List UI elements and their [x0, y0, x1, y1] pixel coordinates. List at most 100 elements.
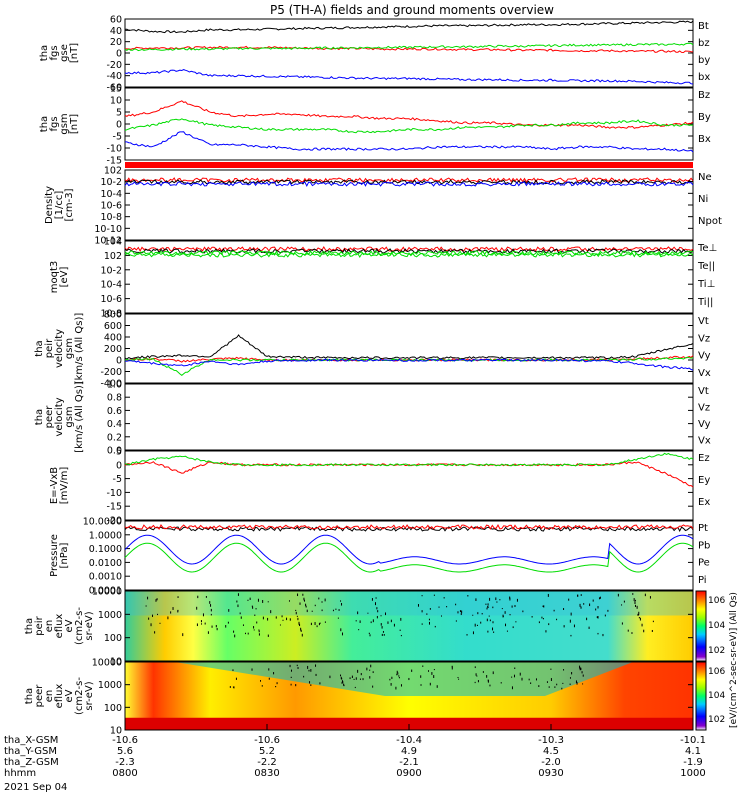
x-row-label: tha_X-GSM — [4, 735, 58, 746]
spectrogram-speck — [341, 680, 343, 683]
spectrogram-speck — [545, 630, 547, 633]
y-tick-label: 100 — [104, 703, 122, 714]
spectrogram-speck — [235, 677, 237, 680]
y-tick-label: 0 — [116, 460, 122, 471]
spectrogram-speck — [579, 665, 581, 669]
y-tick-label: 0.0100 — [89, 558, 122, 569]
spectrogram-speck — [290, 669, 292, 672]
y-axis-label: tha — [24, 618, 35, 634]
spectrogram-speck — [581, 671, 583, 674]
legend-entry: Vt — [698, 316, 709, 327]
series-line-Te⊥ — [124, 246, 694, 252]
legend-entry: Vz — [698, 333, 710, 344]
x-row-value: 4.1 — [685, 746, 701, 757]
spectrogram-speck — [253, 626, 255, 629]
legend-entry: Vz — [698, 403, 710, 414]
y-axis-label: velocity — [54, 397, 65, 436]
spectrogram-speck — [270, 610, 272, 614]
spectrogram-speck — [177, 596, 179, 598]
spectrogram-speck — [298, 621, 300, 625]
spectrogram-speck — [288, 600, 290, 602]
y-axis-label: [nT] — [69, 114, 80, 134]
spectrogram-speck — [371, 598, 373, 601]
spectrogram-speck — [516, 598, 518, 602]
spectrogram-speck — [204, 622, 206, 625]
series-line-Vx — [124, 358, 694, 371]
x-row-value: -10.6 — [254, 735, 280, 746]
spectrogram-speck — [196, 623, 198, 627]
spectrogram-speck — [229, 686, 231, 688]
y-tick-label: -5 — [113, 132, 122, 143]
spectrogram-speck — [573, 624, 575, 628]
y-tick-label: 10-10 — [94, 224, 122, 235]
panel-frame — [124, 450, 694, 521]
x-row-value: -2.0 — [541, 757, 561, 768]
spectrogram-speck — [360, 673, 362, 676]
spectrogram-speck — [511, 676, 513, 678]
spectrogram-speck — [216, 627, 218, 631]
y-tick-label: 104 — [104, 237, 122, 248]
spectrogram-speck — [234, 634, 236, 638]
spectrogram-speck — [428, 618, 430, 621]
spectrogram-speck — [571, 672, 573, 675]
spectrogram-speck — [337, 617, 339, 619]
spectrogram-speck — [495, 597, 497, 601]
legend-entry: Vt — [698, 386, 709, 397]
legend-entry: Ey — [698, 475, 710, 486]
spectrogram-speck — [429, 608, 431, 610]
y-tick-label: -5 — [113, 474, 122, 485]
legend-entry: Pb — [698, 540, 710, 551]
spectrogram-speck — [461, 610, 463, 614]
spectrogram-speck — [496, 601, 498, 603]
spectrogram-speck — [253, 629, 255, 631]
spectrogram-speck — [538, 621, 540, 624]
spectrogram-speck — [342, 681, 344, 683]
panel-frame — [124, 313, 694, 384]
panel-moqt3: 104 102 10-2 10-4 10-6 10-8 moqt3 [eV] Te⊥ Te|| Ti… — [49, 237, 717, 320]
spectrogram-speck — [489, 619, 491, 622]
spectrogram-speck — [515, 621, 517, 623]
spectrogram-speck — [340, 600, 342, 602]
spectrogram-speck — [357, 669, 359, 673]
series-line-Pi — [124, 534, 694, 565]
spectrogram-speck — [359, 678, 361, 680]
series-line-bx — [124, 69, 694, 85]
spectrogram-speck — [607, 609, 609, 612]
spectrogram-speck — [500, 682, 502, 684]
spectrogram-speck — [255, 608, 257, 610]
spectrogram-speck — [638, 614, 640, 616]
y-axis-label: tha — [39, 116, 50, 132]
spectrogram-speck — [196, 606, 198, 610]
spectrogram-speck — [480, 621, 482, 624]
y-axis-label: en — [44, 690, 55, 703]
spectrogram-speck — [398, 676, 400, 679]
spectrogram-speck — [597, 606, 599, 609]
spectrogram-speck — [433, 669, 435, 671]
spectrogram-speck — [289, 664, 291, 668]
spectrogram-speck — [321, 609, 323, 612]
spectrogram-speck — [583, 603, 585, 605]
y-axis-label: fgs — [49, 116, 60, 131]
spectrogram-speck — [582, 674, 584, 677]
spectrogram-speck — [177, 610, 179, 613]
spectrogram-speck — [528, 678, 530, 681]
spectrogram-speck — [324, 598, 326, 602]
spectrogram-speck — [569, 619, 571, 623]
y-axis-label: tha — [34, 340, 45, 356]
spectrogram-speck — [509, 597, 511, 601]
spectrogram-speck — [391, 676, 393, 679]
x-row-value: -10.4 — [396, 735, 422, 746]
spectrogram-speck — [592, 599, 594, 602]
y-axis-label: tha — [34, 409, 45, 425]
panel-pressure: 10.0000 1.0000 0.1000 0.0100 0.0010 0.0001 Pre… — [49, 517, 710, 597]
spectrogram-speck — [632, 593, 634, 595]
series-line-Bx — [125, 131, 694, 153]
spectrogram-speck — [240, 616, 242, 619]
spectrogram-speck — [211, 625, 213, 628]
spectrogram-speck — [395, 686, 397, 690]
series-line-Ti|| — [124, 252, 694, 258]
spectrogram-speck — [521, 677, 523, 681]
spectrogram-speck — [421, 610, 423, 613]
spectrogram-speck — [377, 610, 379, 613]
y-tick-label: -40 — [106, 71, 122, 82]
